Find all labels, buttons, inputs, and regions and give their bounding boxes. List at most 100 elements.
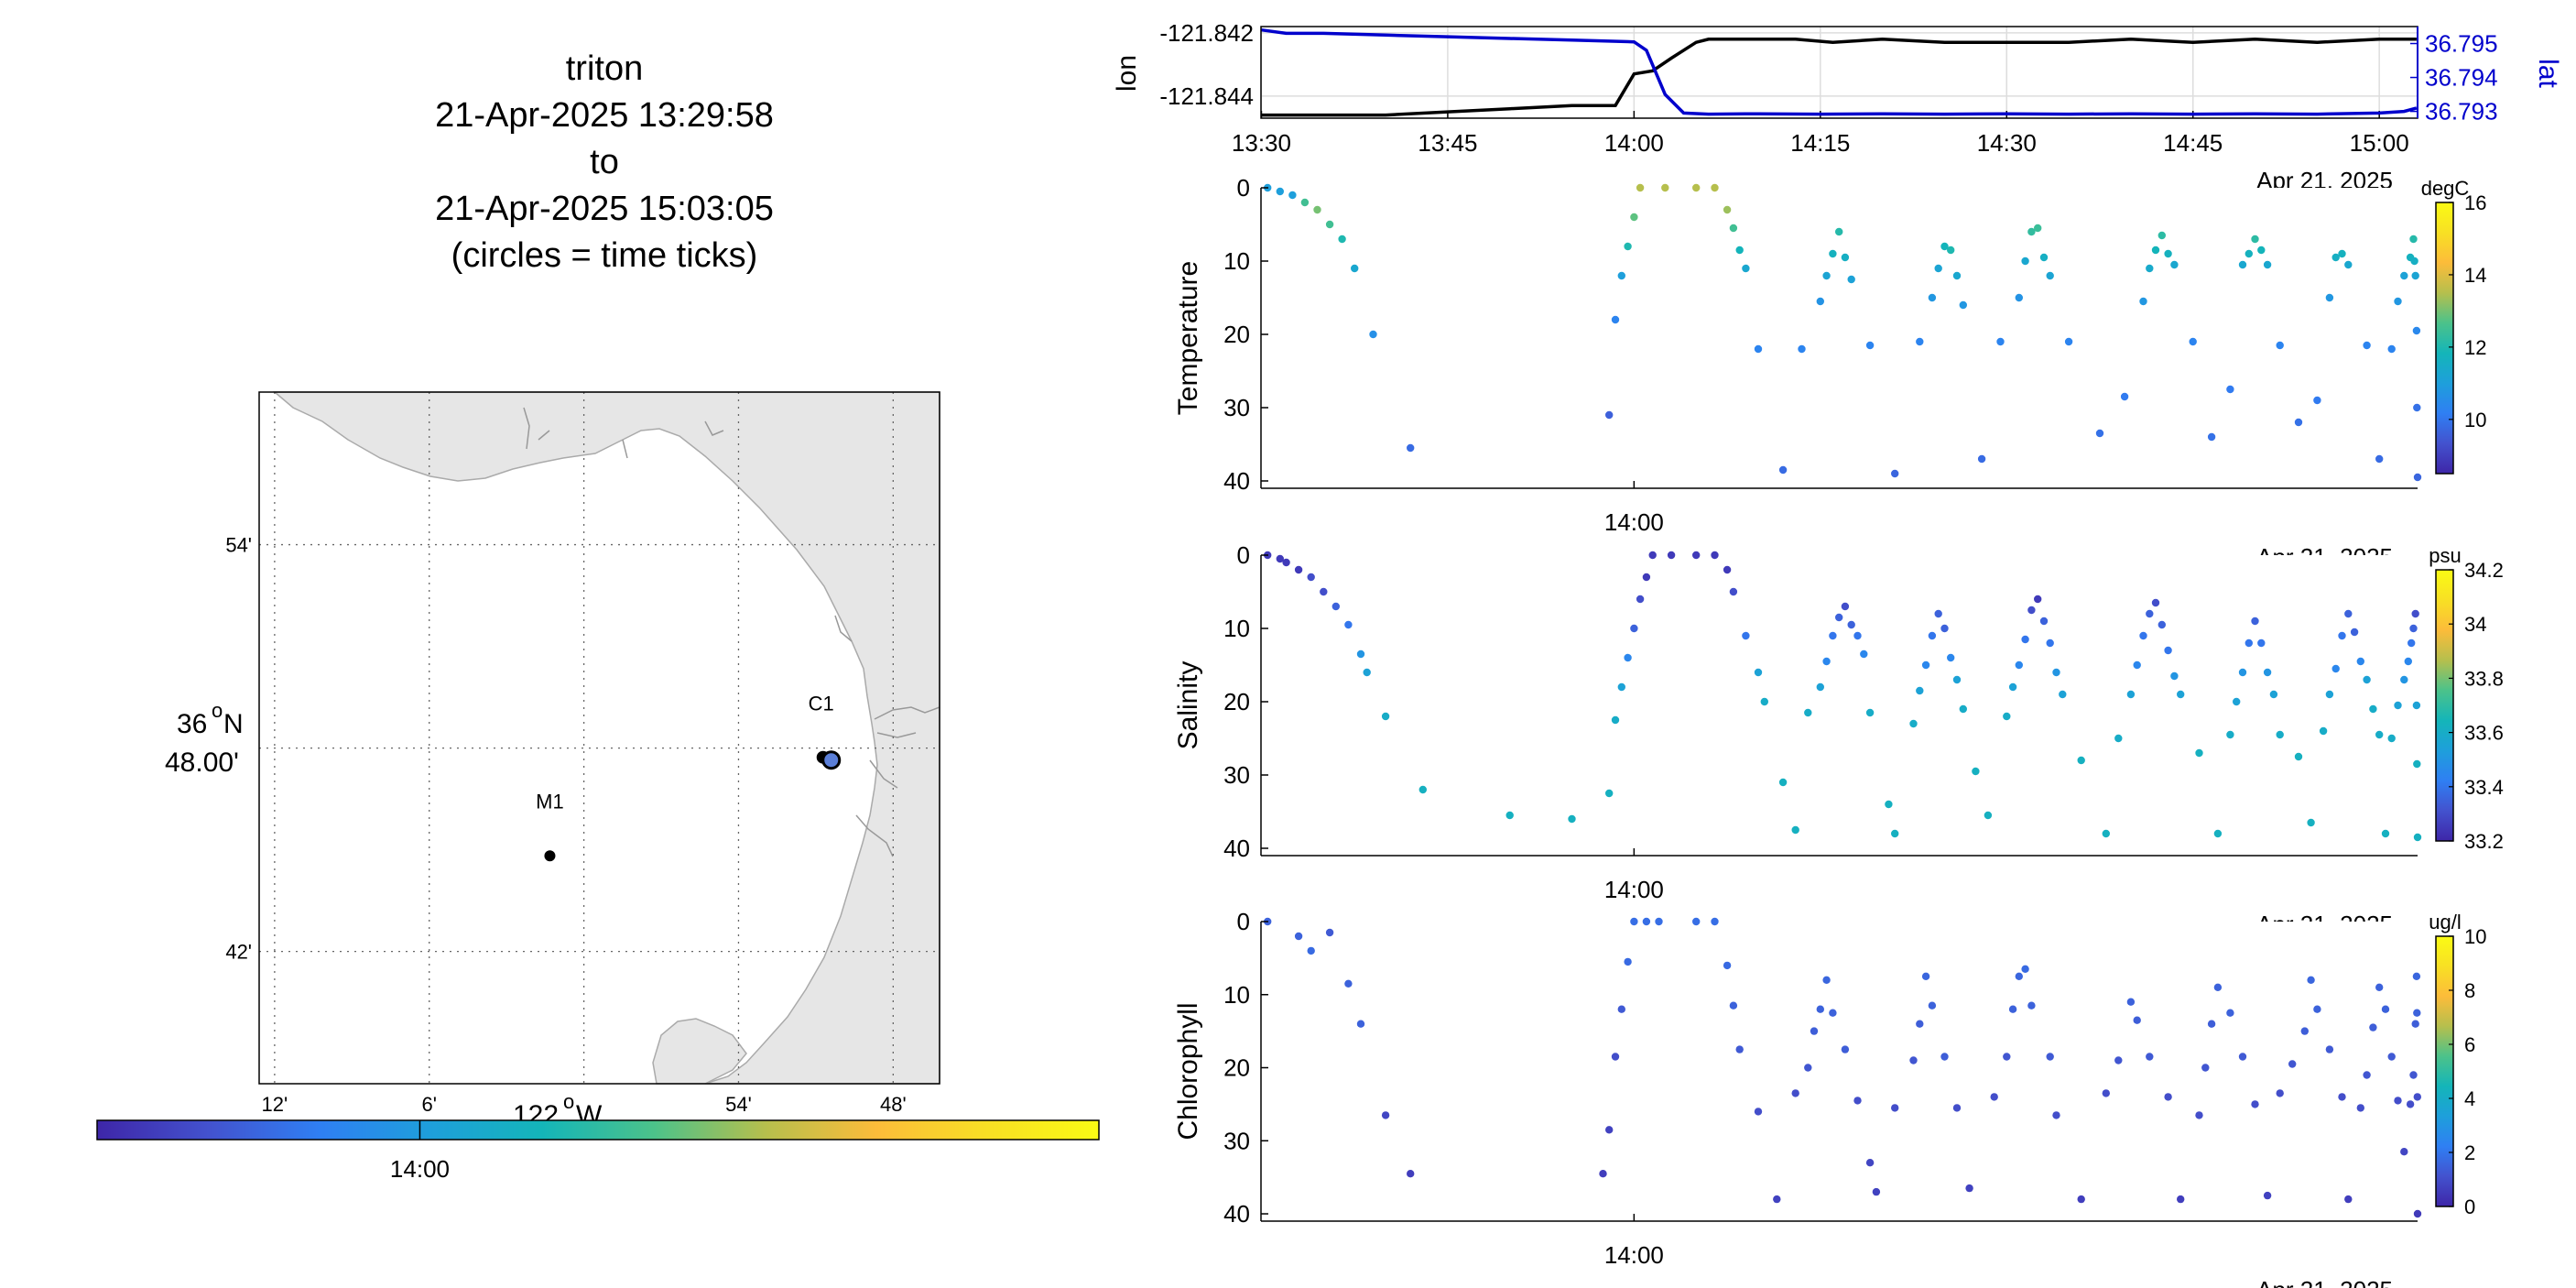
chlorophyll-point: [1356, 1020, 1365, 1028]
chlorophyll-point: [1891, 1104, 1899, 1112]
salinity-ytick-label: 20: [1223, 688, 1250, 715]
temperature-point: [1928, 293, 1937, 302]
chlorophyll-point: [1381, 1111, 1390, 1119]
chlorophyll-colorbar: [2435, 935, 2454, 1207]
chlorophyll-point: [1791, 1089, 1799, 1097]
map-markers: M1 C1: [536, 693, 842, 862]
salinity-point: [2412, 701, 2421, 710]
salinity-point: [2394, 701, 2402, 710]
chlorophyll-point: [2413, 1093, 2421, 1101]
temperature-colorbar-tick-label: 14: [2464, 264, 2486, 287]
chlorophyll-point: [2413, 1009, 2421, 1017]
temperature-point: [2064, 337, 2073, 346]
salinity-point: [1835, 613, 1843, 622]
temperature-point: [2120, 392, 2129, 401]
temperature-point: [2158, 231, 2166, 240]
map-xtick-label: 12': [262, 1093, 288, 1116]
salinity-colorbar-tick-label: 33.6: [2464, 722, 2504, 745]
temperature-point: [2015, 293, 2023, 302]
lonlat-xtick-label: 14:00: [1604, 129, 1664, 157]
salinity-point: [2294, 752, 2303, 761]
chlorophyll-ytick-label: 10: [1223, 981, 1250, 1009]
chlorophyll-point: [1605, 1126, 1614, 1134]
chlorophyll-point: [1307, 946, 1315, 955]
salinity-point: [1959, 704, 1967, 714]
salinity-point: [2158, 620, 2166, 629]
chlorophyll-point: [1655, 917, 1663, 926]
figure-title: triton 21-Apr-2025 13:29:58 to 21-Apr-20…: [275, 46, 934, 279]
chlorophyll-point: [2313, 1005, 2321, 1013]
lon-axis-label: lon: [1112, 55, 1142, 92]
lonlat-xtick-label: 13:30: [1232, 129, 1291, 157]
salinity-point: [1331, 602, 1341, 611]
chlorophyll-point: [1921, 972, 1930, 981]
map-frame: [258, 391, 940, 1085]
salinity-point: [1282, 558, 1290, 567]
temperature-point: [1816, 297, 1825, 306]
chlorophyll-point: [1723, 961, 1732, 970]
temperature-ytick-label: 30: [1223, 394, 1250, 421]
salinity-point: [2400, 675, 2408, 684]
salinity-point: [1723, 565, 1732, 574]
temperature-point: [2400, 271, 2408, 280]
lon-ytick-label: -121.842: [1159, 19, 1254, 47]
chlorophyll-point: [2027, 1001, 2036, 1010]
chlorophyll-point: [2164, 1093, 2172, 1101]
chlorophyll-point: [2406, 1100, 2415, 1108]
salinity-colorbar-tick-label: 33.2: [2464, 830, 2504, 853]
chlorophyll-point: [2251, 1100, 2259, 1108]
salinity-point: [2164, 646, 2172, 655]
title-end-time: 21-Apr-2025 15:03:05: [435, 190, 774, 228]
title-note: (circles = time ticks): [451, 236, 758, 275]
temperature-point: [1754, 344, 1763, 354]
lat-ytick-label: 36.795: [2425, 30, 2498, 58]
chlorophyll-colorbar-tick-label: 8: [2464, 979, 2475, 1002]
temperature-colorbar-unit: degC: [2421, 177, 2470, 200]
salinity-point: [2139, 631, 2147, 640]
temperature-point: [1798, 344, 1806, 354]
temperature-point: [1661, 183, 1669, 192]
lonlat-xtick-label: 13:45: [1418, 129, 1477, 157]
chlorophyll-point: [2338, 1093, 2346, 1101]
salinity-point: [2133, 660, 2141, 670]
temperature-ytick-label: 40: [1223, 467, 1250, 495]
temperature-point: [1891, 469, 1899, 478]
map-xtick-label: 48': [880, 1093, 907, 1116]
salinity-point: [2381, 829, 2390, 838]
chlorophyll-point: [1816, 1005, 1825, 1013]
salinity-point: [1860, 649, 1868, 659]
salinity-point: [1742, 631, 1750, 640]
temperature-point: [1916, 337, 1924, 346]
temperature-colorbar: [2435, 202, 2454, 475]
chlorophyll-point: [1617, 1005, 1626, 1013]
chlorophyll-point: [2177, 1195, 2185, 1204]
salinity-point: [1816, 682, 1825, 692]
temperature-axes-bg: [1261, 188, 2418, 488]
chlorophyll-point: [1630, 917, 1638, 926]
chlorophyll-point: [1599, 1170, 1607, 1178]
temperature-point: [1630, 213, 1638, 222]
chlorophyll-point: [2409, 1071, 2418, 1079]
chlorophyll-axes-bg: [1261, 922, 2418, 1221]
temperature-point: [2413, 403, 2421, 412]
temperature-point: [1778, 465, 1788, 475]
temperature-point: [2276, 341, 2284, 350]
temperature-axis-label: Temperature: [1173, 261, 1203, 415]
chlorophyll-point: [1804, 1064, 1812, 1072]
chlorophyll-point: [1294, 932, 1303, 941]
salinity-colorbar-tick-label: 33.8: [2464, 667, 2504, 690]
temperature-point: [2387, 344, 2396, 354]
map-xtick-label: 6': [422, 1093, 437, 1116]
salinity-xtick-label: 14:00: [1604, 876, 1664, 903]
salinity-point: [1952, 675, 1962, 684]
chlorophyll-point: [1872, 1187, 1881, 1196]
salinity-point: [2008, 682, 2017, 692]
salinity-point: [1804, 708, 1812, 717]
chlorophyll-point: [1711, 917, 1719, 926]
salinity-point: [2257, 639, 2266, 648]
map-ylabel-deg: 36: [177, 709, 207, 739]
salinity-point: [1853, 631, 1862, 640]
chlorophyll-point: [1624, 957, 1632, 966]
